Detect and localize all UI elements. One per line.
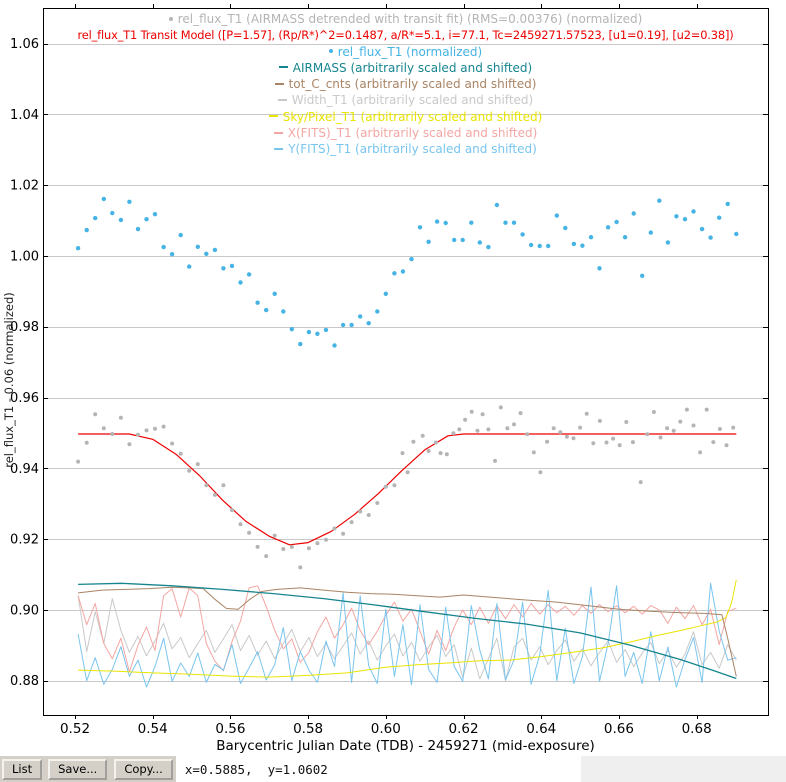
y_fits_t1-series <box>77 582 737 688</box>
chart-panel: 0.88 0.90 0.92 0.94 0.96 0.98 1.00 1.02 1.04 1.06… <box>0 0 786 756</box>
svg-text:0.92: 0.92 <box>10 533 39 548</box>
tot_c_cnts-series <box>78 586 737 677</box>
axis-ticks <box>43 4 768 719</box>
x-axis-label: Barycentric Julian Date (TDB) - 2459271 … <box>216 738 595 754</box>
svg-text:1.00: 1.00 <box>10 249 39 264</box>
rel_flux_detrended-series <box>76 405 736 570</box>
rel_flux-series <box>75 196 739 348</box>
svg-text:0.56: 0.56 <box>215 721 245 737</box>
save-button[interactable]: Save... <box>48 758 108 780</box>
svg-text:0.58: 0.58 <box>293 721 323 737</box>
svg-text:1.02: 1.02 <box>10 179 39 194</box>
svg-text:0.62: 0.62 <box>448 721 478 737</box>
width_t1-series <box>77 595 737 682</box>
plot-canvas[interactable]: 0.88 0.90 0.92 0.94 0.96 0.98 1.00 1.02 1.04 1.06… <box>0 0 786 756</box>
svg-text:0.88: 0.88 <box>10 674 39 689</box>
copy-button[interactable]: Copy... <box>114 758 173 780</box>
sky_pixel_t1-series <box>78 579 737 678</box>
cursor-coordinates: x=0.5885, y=1.0602 <box>184 761 328 777</box>
toolbar: List Save... Copy... x=0.5885, y=1.0602 <box>0 756 786 782</box>
svg-text:0.60: 0.60 <box>371 721 401 737</box>
status-field: x=0.5885, y=1.0602 <box>175 756 581 782</box>
svg-text:0.54: 0.54 <box>138 721 168 737</box>
x_fits_t1-series <box>77 585 737 673</box>
svg-text:0.98: 0.98 <box>10 320 39 335</box>
list-button[interactable]: List <box>2 758 43 780</box>
svg-text:0.66: 0.66 <box>604 721 634 737</box>
airmass-series <box>78 582 737 680</box>
svg-text:1.04: 1.04 <box>10 108 39 123</box>
svg-text:0.64: 0.64 <box>526 721 556 737</box>
y-axis-label: rel_flux_T1 - 0.06 (normalized) <box>2 292 16 468</box>
svg-text:0.90: 0.90 <box>10 603 39 618</box>
svg-text:1.06: 1.06 <box>10 37 39 52</box>
svg-text:0.52: 0.52 <box>60 721 90 737</box>
plot-frame <box>43 8 769 716</box>
axis-tick-labels: 0.88 0.90 0.92 0.94 0.96 0.98 1.00 1.02 1.04 1.06… <box>10 37 712 737</box>
svg-text:0.94: 0.94 <box>10 462 39 477</box>
toolbar-filler <box>580 756 786 782</box>
svg-text:0.68: 0.68 <box>682 721 712 737</box>
gridlines <box>43 44 768 682</box>
svg-text:0.96: 0.96 <box>10 391 39 406</box>
transit_model-series <box>78 433 737 546</box>
